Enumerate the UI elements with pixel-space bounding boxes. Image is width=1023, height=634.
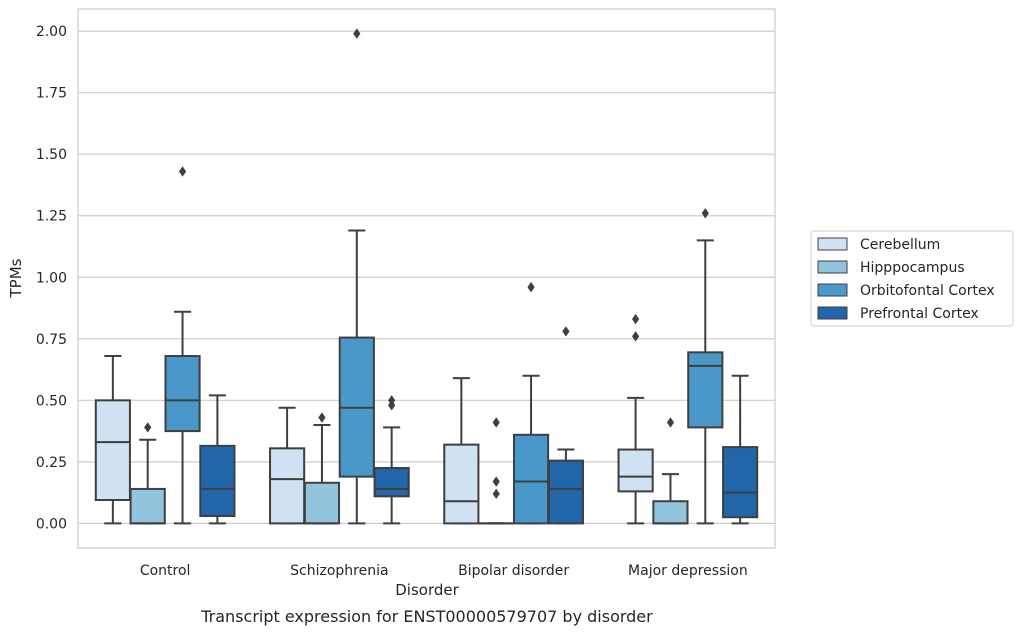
y-axis-label: TPMs [7,258,25,298]
y-tick-label: 0.75 [36,332,67,348]
y-tick-label: 2.00 [36,24,67,40]
box-element [199,394,236,525]
y-tick-label: 0.00 [36,516,67,532]
x-tick-labels: Control Schizophrenia Bipolar disorder Majo… [140,563,748,579]
box-rect [129,487,166,525]
y-tick-label: 1.75 [36,86,67,102]
outlier-point [388,395,396,406]
box-element [373,395,410,525]
series-group [94,313,654,525]
x-axis-label: Disorder [395,581,459,599]
chart-caption: Transcript expression for ENST0000057970… [200,607,653,626]
box-element [547,326,584,525]
outlier-point [492,488,500,500]
outlier-point [144,422,152,433]
x-tick-label: Control [140,563,191,579]
outlier-point [492,476,500,487]
box-rect [269,447,306,525]
box-rect [617,448,654,493]
box-rect [94,399,131,502]
box-element [129,422,166,525]
box-element [303,412,341,525]
legend-swatch [817,260,848,274]
outlier-point [666,417,675,428]
box-element [443,377,480,525]
series-group [129,412,689,525]
box-element [652,417,689,525]
box-element [269,406,306,525]
legend-label: Prefrontal Cortex [860,306,979,322]
legend-frame [810,230,1014,327]
y-tick-label: 1.50 [36,147,67,163]
y-tick-label: 0.50 [36,393,67,409]
y-tick-labels: 0.00 0.25 0.50 0.75 1.00 1.25 1.50 1.75 2.00 [36,24,67,532]
outlier-point [632,313,640,325]
legend-label: Hipppocampus [860,260,965,276]
x-tick-label: Major depression [628,563,748,579]
box-element [94,355,131,525]
box-element [512,281,550,525]
y-tick-label: 1.25 [36,209,67,225]
box-rect [547,459,584,525]
box-element [687,208,724,525]
outlier-point [701,208,709,219]
box-rect [652,500,689,525]
box-series [94,28,759,525]
outlier-point [492,417,500,428]
box-rect [303,481,341,525]
legend-swatch [817,237,848,251]
box-element [164,166,201,525]
box-element [617,313,654,525]
legend-swatch [817,306,848,320]
x-tick-label: Schizophrenia [290,563,388,579]
box-element [478,417,515,525]
outlier-point [353,28,361,39]
series-group [164,28,724,525]
box-rect [373,467,410,498]
outlier-point [318,412,326,423]
box-rect [512,433,550,525]
series-group [199,326,759,525]
box-element [722,374,759,525]
box-rect [443,443,480,525]
legend: Cerebellum Hipppocampus Orbitofontal Corte… [810,230,1014,327]
outlier-point [527,281,535,293]
box-rect [722,446,759,519]
legend-label: Cerebellum [860,237,940,253]
outlier-point [632,331,640,342]
box-rect [687,351,724,429]
outlier-point [178,166,187,177]
box-rect [199,444,236,518]
y-tick-label: 1.00 [36,270,67,286]
plot-frame [77,8,776,549]
legend-label: Orbitofontal Cortex [860,283,995,299]
box-element [338,28,375,525]
box-rect [164,355,201,433]
x-tick-label: Bipolar disorder [458,563,569,579]
y-tick-label: 0.25 [36,455,67,471]
legend-swatch [817,283,848,297]
outlier-point [562,326,570,337]
